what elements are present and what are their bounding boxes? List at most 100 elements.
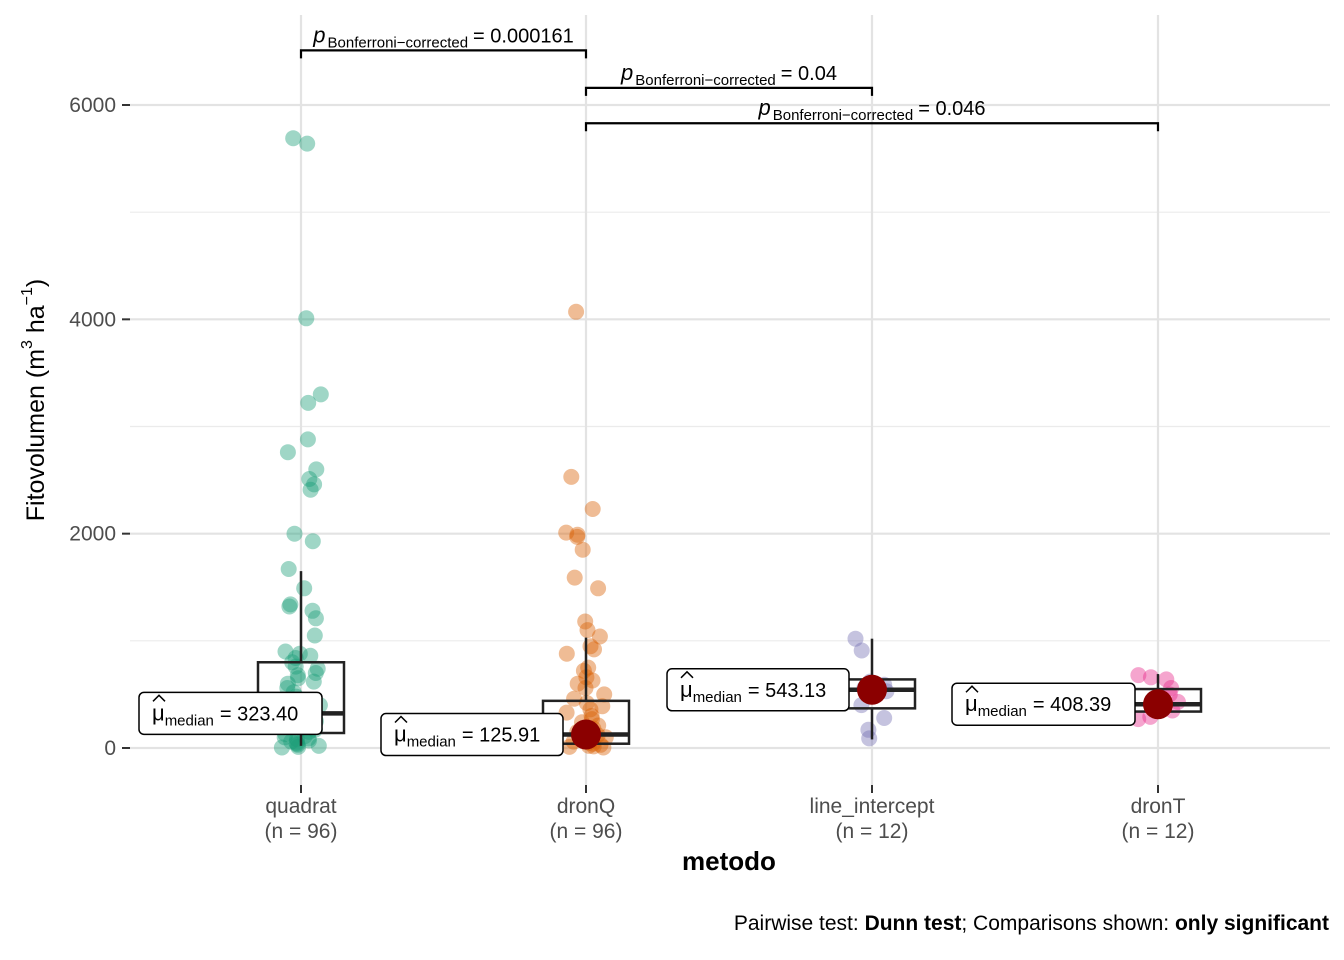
caption-test: Dunn test — [864, 912, 962, 935]
median-label-box — [951, 682, 1136, 726]
data-point — [289, 667, 306, 684]
hat-icon — [680, 670, 694, 679]
median-point — [857, 674, 887, 705]
data-point — [306, 476, 323, 493]
data-point — [280, 561, 297, 577]
median-label-text: μmedian = 125.91 — [394, 722, 540, 751]
data-point — [277, 643, 294, 660]
median-labels: μmedian = 323.40 μmedian = 125.91 μmedian = 5… — [138, 668, 1136, 757]
x-tick-label: dronQ — [557, 795, 615, 818]
data-point — [569, 675, 586, 692]
data-point — [310, 737, 327, 754]
data-point — [580, 659, 597, 676]
y-tick-label: 6000 — [69, 94, 116, 117]
data-point — [1130, 667, 1147, 684]
data-point — [304, 602, 321, 619]
data-point — [594, 698, 611, 715]
data-point — [290, 738, 307, 755]
data-point — [302, 481, 319, 498]
data-point — [1158, 671, 1175, 688]
caption-prefix: Pairwise test: — [733, 912, 865, 935]
data-point — [301, 732, 317, 749]
data-point — [279, 444, 296, 461]
y-tick-label: 0 — [104, 737, 116, 760]
data-point — [307, 665, 324, 681]
comparison-bracket — [584, 86, 874, 96]
data-point — [590, 580, 607, 597]
data-point — [305, 673, 322, 690]
data-point — [586, 641, 602, 658]
median-label-text: μmedian = 543.13 — [680, 677, 826, 706]
data-point — [584, 672, 601, 689]
data-point — [301, 471, 318, 487]
data-point — [290, 670, 307, 687]
x-tick-count: (n = 96) — [265, 820, 338, 843]
median-label: μmedian = 125.91 — [380, 712, 564, 757]
data-point — [579, 622, 596, 639]
data-point — [575, 662, 592, 679]
median-label-box — [380, 712, 564, 757]
x-tick-count: (n = 96) — [550, 820, 623, 843]
hat-icon — [394, 715, 408, 724]
data-point — [569, 528, 586, 545]
data-points — [273, 130, 1186, 756]
data-point — [876, 710, 893, 726]
data-point — [281, 598, 298, 615]
comparison-bracket — [299, 49, 588, 59]
data-point — [847, 630, 864, 647]
data-point — [582, 701, 599, 718]
comparison-label: p Bonferroni−corrected = 0.000161 — [312, 22, 573, 51]
x-tick-label: quadrat — [265, 795, 336, 818]
data-point — [308, 461, 325, 478]
data-point — [279, 675, 296, 692]
data-point — [302, 647, 319, 664]
data-point — [861, 730, 878, 747]
median-point — [571, 719, 601, 750]
x-tick-label: dronT — [1131, 795, 1186, 818]
x-tick-count: (n = 12) — [1122, 820, 1195, 843]
y-axis-title: Fitovolumen (m3 ha−1) — [19, 279, 50, 522]
data-point — [563, 468, 580, 485]
data-point — [307, 610, 324, 627]
data-point — [273, 739, 290, 756]
data-point — [299, 135, 316, 152]
median-label: μmedian = 408.39 — [951, 682, 1136, 726]
data-point — [312, 386, 329, 403]
data-point — [569, 526, 586, 543]
data-point — [574, 541, 591, 558]
data-point — [558, 645, 575, 662]
median-label-box — [138, 691, 323, 736]
y-tick-label: 4000 — [69, 308, 116, 331]
median-label-text: μmedian = 408.39 — [965, 691, 1111, 720]
data-point — [282, 596, 299, 613]
median-point — [1143, 689, 1173, 720]
data-point — [558, 524, 575, 541]
data-point — [577, 613, 594, 630]
median-label-box — [666, 668, 850, 712]
data-point — [309, 660, 326, 677]
caption-middle: ; Comparisons shown: — [961, 912, 1175, 935]
data-point — [285, 130, 302, 147]
data-point — [304, 533, 321, 550]
data-point — [306, 627, 323, 644]
comparison-bracket — [584, 122, 1160, 132]
x-axis-title: metodo — [682, 846, 776, 876]
data-point — [286, 525, 303, 542]
data-point — [1142, 669, 1159, 686]
x-tick-count: (n = 12) — [836, 820, 909, 843]
data-point — [566, 690, 583, 707]
x-tick-label: line_intercept — [810, 795, 935, 818]
data-point — [298, 310, 315, 327]
caption-shown: only significant — [1174, 912, 1329, 935]
data-point — [596, 686, 613, 703]
data-point — [584, 501, 601, 517]
comparison-label: p Bonferroni−corrected = 0.04 — [620, 60, 837, 89]
data-point — [296, 580, 313, 597]
hat-icon — [152, 694, 166, 702]
data-point — [578, 695, 595, 711]
caption: Pairwise test: Dunn test; Comparisons sh… — [734, 912, 1329, 936]
data-point — [566, 569, 583, 586]
comparison-label: p Bonferroni−corrected = 0.046 — [757, 95, 985, 124]
